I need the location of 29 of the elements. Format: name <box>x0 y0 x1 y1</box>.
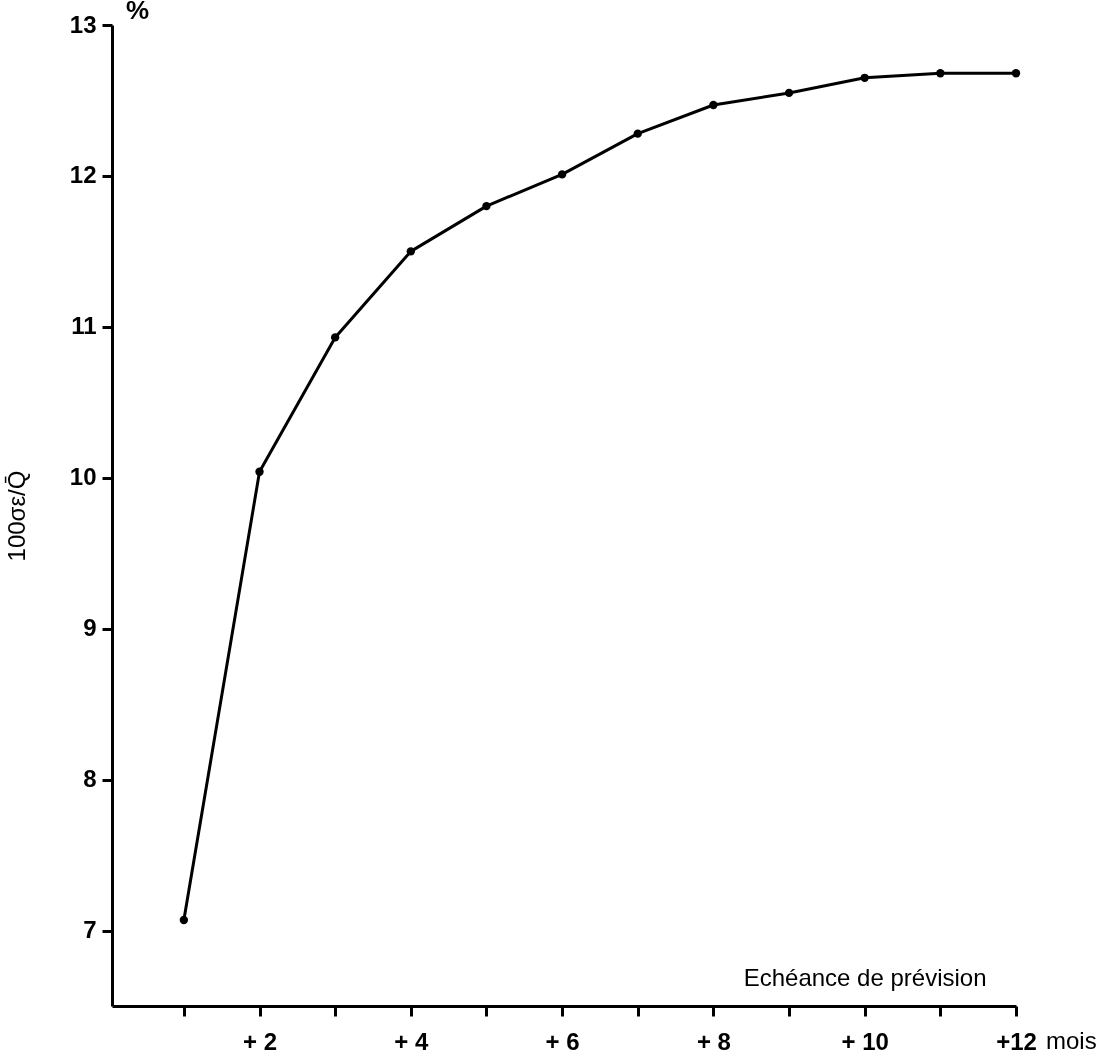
y-tick-label: 8 <box>83 765 97 793</box>
x-axis-title: Echéance de prévision <box>743 963 987 991</box>
text: mois <box>1046 1027 1096 1050</box>
point <box>557 170 567 179</box>
x-tick-label: + 4 <box>394 1027 429 1050</box>
x-tick-label: + 10 <box>841 1027 889 1050</box>
y-tick-label: 11 <box>71 312 97 340</box>
point <box>860 73 869 82</box>
y-tick-label: 9 <box>83 614 97 642</box>
point <box>482 201 491 211</box>
y-tick-label: 10 <box>69 463 97 491</box>
point <box>179 915 189 925</box>
text: % <box>126 0 150 25</box>
x-tick-label: + 2 <box>243 1027 278 1050</box>
y-tick-label: 7 <box>83 916 97 944</box>
y-axis-title: 100σε/Q̄ <box>2 470 30 562</box>
y-tick-label: 13 <box>69 10 97 38</box>
point <box>784 88 794 98</box>
x-tick-label: + 6 <box>545 1027 580 1050</box>
y-tick-label: 12 <box>69 161 97 189</box>
point <box>255 467 264 476</box>
point <box>633 129 642 138</box>
x-tick-label: + 8 <box>696 1027 731 1050</box>
point <box>709 100 718 110</box>
point <box>936 69 945 78</box>
x-tick-label: +12 <box>996 1027 1037 1050</box>
point <box>330 333 340 342</box>
point <box>406 247 415 256</box>
point <box>1011 69 1021 78</box>
